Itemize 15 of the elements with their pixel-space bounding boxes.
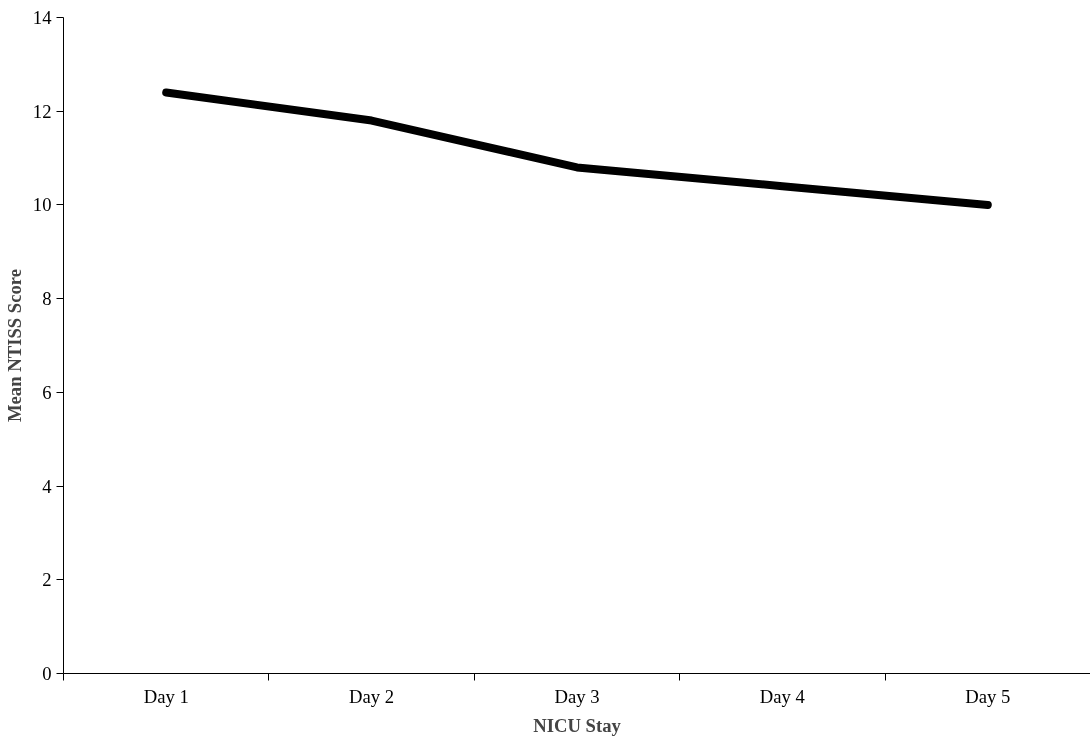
y-tick-label: 4 bbox=[42, 475, 53, 497]
x-axis-title: NICU Stay bbox=[533, 714, 622, 736]
y-tick-label: 12 bbox=[32, 100, 52, 122]
y-tick-label: 8 bbox=[42, 288, 52, 310]
y-tick-label: 14 bbox=[32, 7, 53, 28]
y-axis-title: Mean NTISS Score bbox=[3, 268, 25, 423]
y-tick-label: 6 bbox=[42, 381, 52, 403]
x-tick-label: Day 1 bbox=[143, 685, 189, 707]
x-tick-label: Day 5 bbox=[965, 685, 1011, 707]
y-tick-label: 0 bbox=[42, 663, 52, 684]
y-tick-label: 2 bbox=[42, 569, 52, 591]
y-tick-label: 10 bbox=[32, 194, 52, 216]
x-tick-label: Day 2 bbox=[349, 685, 395, 707]
x-tick-label: Day 3 bbox=[554, 685, 600, 707]
x-tick-label: Day 4 bbox=[759, 685, 806, 707]
